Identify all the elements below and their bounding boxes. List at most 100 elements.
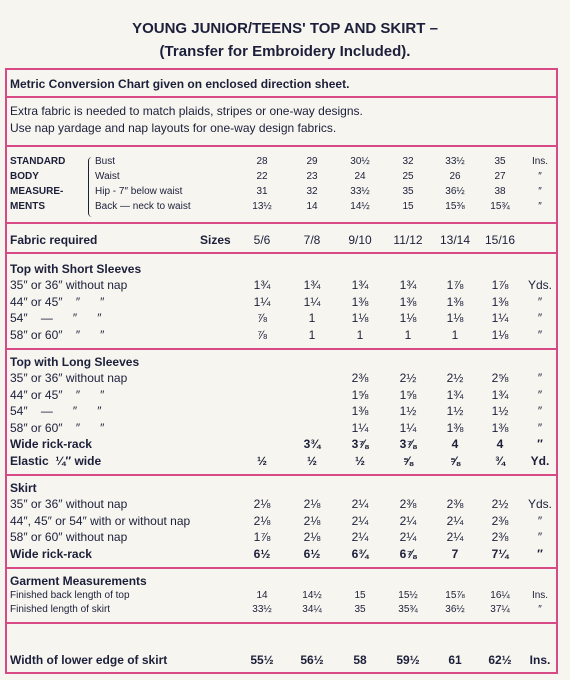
unit: ″	[538, 171, 542, 182]
cell-value: 1	[308, 311, 316, 325]
unit: ″	[538, 604, 542, 615]
divider	[5, 145, 558, 147]
cell-value: ½	[354, 453, 366, 468]
subtitle: (Transfer for Embroidery Included).	[159, 43, 411, 60]
cell-value: 6½	[253, 546, 271, 561]
cell-value: 58	[353, 653, 367, 667]
cell-value: 59½	[396, 653, 420, 667]
cell-value: 14	[256, 590, 268, 601]
unit: Ins.	[529, 653, 551, 667]
divider	[5, 252, 558, 254]
cell-value: 7	[451, 546, 459, 561]
unit: ″	[538, 201, 542, 212]
cell-value: 1⅛	[491, 327, 509, 342]
cell-value: 1⅜	[351, 404, 369, 418]
cell-value: 31	[256, 186, 268, 197]
unit: ″	[537, 546, 543, 561]
cell-value: 1⅜	[491, 420, 509, 435]
cell-value: 1	[404, 327, 412, 342]
cell-value: 1¼	[253, 294, 271, 309]
cell-value: 24	[354, 171, 366, 182]
cell-value: 2⅛	[303, 530, 321, 544]
size: 5/6	[253, 233, 271, 247]
cell-value: 27	[494, 171, 506, 182]
unit: ″	[537, 371, 543, 385]
cell-value: 1⅞	[446, 278, 464, 292]
title: YOUNG JUNIOR/TEENS' TOP AND SKIRT –	[132, 20, 438, 37]
row-label: Waist	[95, 171, 120, 182]
cell-value: 61	[448, 653, 462, 667]
cell-value: 2¼	[399, 513, 417, 528]
cell-value: ⅞	[256, 311, 268, 325]
row-label: 44″, 45″ or 54″ with or without nap	[10, 513, 191, 528]
cell-value: 1⅞	[491, 278, 509, 292]
row-label: Finished back length of top	[10, 590, 130, 601]
cell-value: 62½	[488, 653, 512, 667]
note: Extra fabric is needed to match plaids, …	[10, 104, 363, 118]
unit: Ins.	[531, 590, 549, 601]
divider	[5, 474, 558, 476]
unit: ″	[537, 513, 543, 528]
cell-value: 1⅛	[351, 311, 369, 325]
size: 7/8	[303, 233, 321, 247]
cell-value: 36½	[445, 186, 465, 197]
cell-value: 26	[449, 171, 461, 182]
cell-value: 2½	[491, 497, 509, 511]
cell-value: 35	[354, 604, 366, 615]
unit: Ins.	[531, 156, 549, 167]
cell-value: 1¾	[351, 278, 369, 292]
cell-value: 2¼	[351, 497, 369, 511]
row-label: 58″ or 60″ ″ ″	[10, 327, 105, 342]
cell-value: 2¼	[399, 530, 417, 544]
cell-value: 1¾	[446, 387, 464, 402]
row-label: 35″ or 36″ without nap	[10, 278, 128, 292]
cell-value: 32	[402, 156, 414, 167]
cell-value: 2½	[446, 371, 464, 385]
fabric-required: Fabric required	[10, 233, 98, 247]
cell-value: 29	[306, 156, 318, 167]
cell-value: ⅝	[449, 453, 461, 468]
row-label: 58″ or 60″ without nap	[10, 530, 128, 544]
cell-value: 15⅜	[445, 201, 465, 212]
cell-value: 1⅜	[351, 294, 369, 309]
row-label: 35″ or 36″ without nap	[10, 371, 128, 385]
row-label: Wide rick-rack	[10, 546, 92, 561]
unit: ″	[538, 186, 542, 197]
cell-value: 1⅝	[351, 387, 369, 402]
cell-value: 1¼	[491, 311, 509, 325]
cell-value: 1⅜	[446, 420, 464, 435]
cell-value: 3¾	[303, 437, 321, 451]
row-label: 54″ — ″ ″	[10, 404, 102, 418]
cell-value: 1⅜	[399, 294, 417, 309]
body-label: MENTS	[10, 201, 45, 212]
cell-value: 2⅜	[491, 513, 509, 528]
cell-value: 1⅛	[399, 311, 417, 325]
content-frame	[5, 68, 558, 674]
cell-value: ¾	[494, 453, 506, 468]
row-label: 44″ or 45″ ″ ″	[10, 387, 105, 402]
cell-value: 1½	[446, 404, 464, 418]
body-label: STANDARD	[10, 156, 66, 167]
cell-value: 35	[494, 156, 506, 167]
cell-value: 3⅞	[399, 437, 417, 451]
cell-value: 25	[402, 171, 414, 182]
row-label: 44″ or 45″ ″ ″	[10, 294, 105, 309]
row-label: Bust	[95, 156, 116, 167]
body-label: MEASURE-	[10, 186, 64, 197]
cell-value: 36½	[445, 604, 465, 615]
section-title: Skirt	[10, 481, 37, 495]
cell-value: 14	[306, 201, 318, 212]
cell-value: 6½	[303, 546, 321, 561]
cell-value: 1¾	[253, 278, 271, 292]
cell-value: 2⅜	[399, 497, 417, 511]
cell-value: 2¼	[446, 513, 464, 528]
cell-value: 1	[451, 327, 459, 342]
cell-value: 2⅛	[303, 513, 321, 528]
cell-value: 33½	[350, 186, 370, 197]
cell-value: 1⅝	[399, 387, 417, 402]
row-label: Finished length of skirt	[10, 604, 111, 615]
row-label: 58″ or 60″ ″ ″	[10, 420, 105, 435]
row-label: 35″ or 36″ without nap	[10, 497, 128, 511]
size: 9/10	[348, 233, 372, 247]
unit: ″	[537, 437, 543, 451]
